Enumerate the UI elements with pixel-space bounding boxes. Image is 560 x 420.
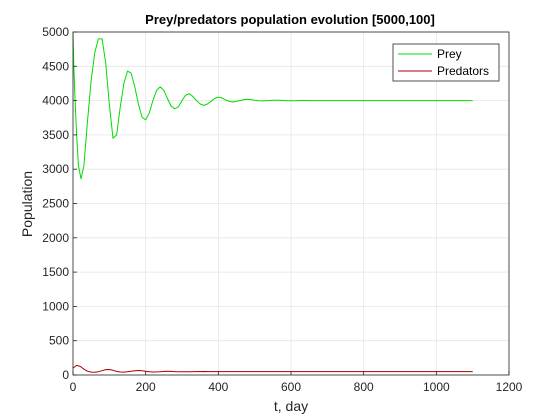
y-tick-label: 2000 <box>42 231 69 245</box>
axis-ticks: 0 200 400 600 800 1000 1200 0 500 1000 1500 2000 250… <box>42 25 522 394</box>
y-tick-label: 2500 <box>42 197 69 211</box>
x-tick-label: 200 <box>136 380 156 394</box>
legend-label-predators: Predators <box>437 64 489 78</box>
x-axis-label: t, day <box>274 398 308 414</box>
chart-title: Prey/predators population evolution [500… <box>145 12 435 27</box>
x-tick-label: 800 <box>354 380 374 394</box>
y-tick-label: 5000 <box>42 25 69 39</box>
legend-box <box>392 43 500 82</box>
y-tick-label: 1000 <box>42 299 69 313</box>
legend-label-prey: Prey <box>437 47 462 61</box>
y-tick-label: 3500 <box>42 128 69 142</box>
series-layer <box>72 31 473 373</box>
x-tick-label: 1200 <box>496 380 523 394</box>
y-tick-label: 500 <box>49 334 69 348</box>
y-tick-label: 3000 <box>42 162 69 176</box>
y-tick-label: 1500 <box>42 265 69 279</box>
y-tick-label: 0 <box>62 368 69 382</box>
x-tick-label: 1000 <box>423 380 450 394</box>
x-tick-label: 400 <box>208 380 228 394</box>
x-tick-label: 600 <box>281 380 301 394</box>
y-tick-label: 4500 <box>42 59 69 73</box>
x-tick-label: 0 <box>70 380 77 394</box>
series-line-predators <box>72 364 473 373</box>
y-tick-label: 4000 <box>42 94 69 108</box>
y-axis-label: Population <box>19 171 35 237</box>
series-line-prey <box>72 31 473 180</box>
legend: Prey Predators <box>392 43 500 82</box>
